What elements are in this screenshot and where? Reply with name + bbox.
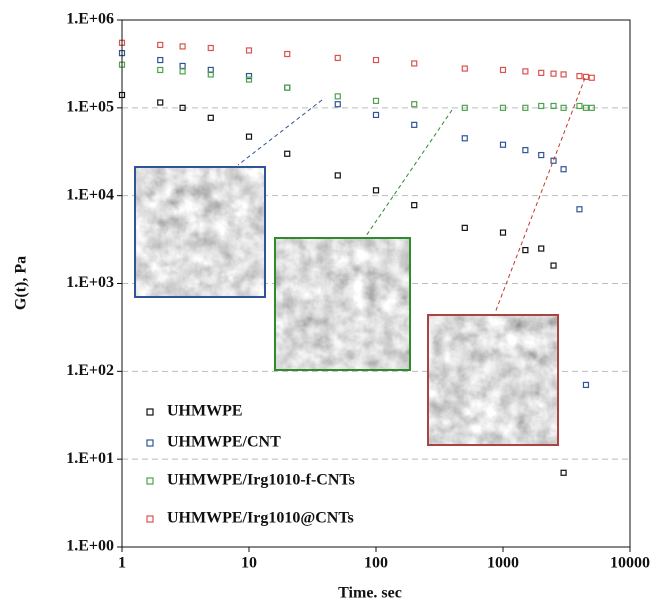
marker bbox=[538, 151, 545, 159]
marker bbox=[372, 111, 380, 119]
marker bbox=[334, 101, 341, 108]
marker bbox=[522, 104, 529, 111]
inset-image bbox=[275, 238, 410, 370]
marker bbox=[284, 150, 291, 157]
marker bbox=[411, 202, 418, 209]
marker bbox=[372, 97, 380, 104]
marker bbox=[499, 104, 507, 111]
marker bbox=[538, 102, 545, 110]
marker bbox=[245, 72, 253, 80]
marker bbox=[157, 41, 164, 49]
marker bbox=[157, 66, 164, 74]
marker bbox=[461, 135, 468, 142]
x-tick-label: 100 bbox=[364, 555, 388, 572]
marker bbox=[499, 66, 507, 74]
marker bbox=[179, 68, 186, 75]
marker bbox=[411, 60, 418, 67]
marker bbox=[582, 381, 590, 389]
marker bbox=[284, 50, 291, 58]
legend-marker bbox=[146, 477, 154, 485]
legend-label: UHMWPE/CNT bbox=[167, 434, 281, 451]
insets bbox=[134, 77, 586, 446]
inset-image bbox=[428, 315, 558, 445]
marker bbox=[179, 43, 186, 50]
marker bbox=[372, 187, 380, 194]
marker bbox=[411, 101, 418, 108]
marker bbox=[284, 84, 291, 91]
marker bbox=[157, 99, 164, 106]
marker bbox=[207, 114, 214, 121]
marker bbox=[550, 262, 557, 269]
legend-marker bbox=[146, 515, 154, 523]
x-tick-label: 1000 bbox=[487, 555, 519, 572]
marker bbox=[245, 133, 253, 140]
marker bbox=[538, 69, 545, 76]
inset-frame bbox=[274, 237, 411, 371]
y-tick-label: 1.E+00 bbox=[66, 538, 114, 555]
marker bbox=[560, 71, 567, 78]
y-tick-label: 1.E+03 bbox=[66, 274, 114, 291]
inset-frame bbox=[427, 314, 559, 446]
marker bbox=[560, 104, 567, 111]
marker bbox=[179, 62, 186, 70]
marker bbox=[522, 68, 529, 75]
marker bbox=[576, 206, 583, 213]
marker bbox=[461, 104, 468, 111]
x-tick-label: 1 bbox=[118, 555, 126, 572]
marker bbox=[499, 229, 507, 236]
marker bbox=[334, 93, 341, 100]
marker bbox=[550, 157, 557, 164]
marker bbox=[284, 84, 291, 91]
inset-image bbox=[134, 166, 266, 298]
marker bbox=[245, 47, 253, 54]
y-tick-label: 1.E+04 bbox=[66, 186, 114, 203]
marker bbox=[576, 102, 583, 110]
marker bbox=[245, 76, 253, 83]
x-tick-label: 10 bbox=[241, 555, 257, 572]
marker bbox=[560, 469, 567, 476]
arrow bbox=[365, 109, 453, 237]
marker bbox=[499, 141, 507, 148]
marker bbox=[538, 245, 545, 252]
marker bbox=[560, 166, 567, 173]
legend-label: UHMWPE bbox=[167, 403, 243, 420]
marker bbox=[207, 44, 214, 52]
marker bbox=[157, 56, 164, 64]
marker bbox=[461, 224, 468, 231]
marker bbox=[582, 73, 590, 80]
marker bbox=[550, 102, 557, 110]
y-tick-label: 1.E+06 bbox=[66, 11, 114, 28]
marker bbox=[582, 104, 590, 111]
legend-marker bbox=[146, 439, 154, 447]
marker bbox=[522, 147, 529, 154]
marker bbox=[372, 56, 380, 64]
marker bbox=[550, 70, 557, 77]
marker bbox=[334, 54, 341, 62]
x-tick-label: 10000 bbox=[610, 555, 650, 572]
arrow bbox=[237, 99, 323, 166]
marker bbox=[588, 74, 595, 81]
marker bbox=[179, 104, 186, 111]
legend-label: UHMWPE/Irg1010@CNTs bbox=[167, 510, 354, 527]
y-tick-label: 1.E+02 bbox=[66, 362, 114, 379]
legend-label: UHMWPE/Irg1010-f-CNTs bbox=[167, 472, 355, 489]
marker bbox=[207, 71, 214, 78]
marker bbox=[461, 65, 468, 72]
marker bbox=[588, 104, 595, 111]
marker bbox=[522, 247, 529, 254]
arrow bbox=[494, 77, 586, 314]
x-axis-label: Time. sec bbox=[338, 585, 402, 602]
marker bbox=[334, 172, 341, 179]
y-axis-label: G(t), Pa bbox=[13, 256, 30, 310]
marker bbox=[576, 72, 583, 80]
legend-marker bbox=[146, 408, 154, 416]
y-tick-label: 1.E+05 bbox=[66, 99, 114, 116]
y-tick-label: 1.E+01 bbox=[66, 450, 114, 467]
marker bbox=[411, 121, 418, 128]
inset-frame bbox=[134, 166, 266, 298]
